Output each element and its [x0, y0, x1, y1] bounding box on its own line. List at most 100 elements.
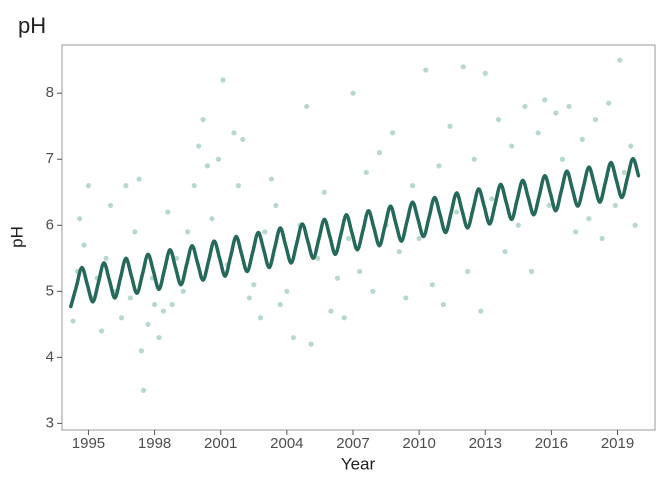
data-point — [209, 216, 215, 222]
data-point — [220, 77, 226, 83]
data-point — [160, 308, 167, 314]
data-point — [138, 348, 144, 354]
data-point — [440, 301, 446, 308]
data-point — [423, 67, 429, 73]
data-point — [290, 334, 297, 341]
data-point — [535, 130, 541, 136]
data-point — [235, 183, 241, 189]
data-point — [528, 268, 535, 275]
data-point — [542, 97, 548, 103]
data-point — [621, 169, 627, 176]
data-point — [304, 103, 310, 110]
data-point — [357, 268, 363, 275]
data-point — [471, 156, 477, 162]
data-point — [403, 295, 409, 301]
data-point — [573, 229, 579, 235]
data-point — [277, 301, 283, 308]
data-point — [509, 143, 515, 149]
plot-border — [61, 44, 656, 431]
data-point — [334, 275, 341, 281]
data-point — [390, 130, 396, 136]
data-point — [396, 249, 402, 255]
data-point — [200, 117, 206, 123]
data-point — [553, 110, 559, 116]
y-tick-label: 8 — [46, 84, 54, 101]
y-tick-label: 7 — [46, 150, 54, 167]
data-point — [156, 334, 162, 341]
data-point — [118, 315, 125, 321]
data-point — [140, 387, 147, 393]
data-point — [240, 136, 246, 143]
fitted-line — [69, 156, 641, 309]
data-point — [70, 318, 76, 324]
data-point — [136, 176, 142, 182]
data-point — [196, 143, 202, 149]
data-point — [559, 156, 566, 162]
data-point — [85, 183, 92, 189]
data-point — [180, 288, 186, 294]
data-point — [246, 295, 252, 301]
data-point — [453, 209, 460, 215]
data-point — [257, 315, 264, 321]
data-point — [436, 163, 442, 169]
data-point — [370, 288, 376, 294]
data-point — [345, 235, 352, 242]
y-tick-label: 4 — [46, 348, 54, 365]
chart-title: pH — [18, 13, 46, 38]
data-point — [215, 156, 222, 162]
data-point — [612, 202, 618, 209]
data-point — [592, 117, 599, 123]
data-point — [376, 150, 383, 156]
x-tick-label: 2001 — [204, 435, 237, 452]
data-point — [482, 70, 488, 76]
data-point — [495, 117, 502, 123]
y-tick-label: 3 — [46, 414, 54, 431]
data-point — [429, 282, 435, 288]
data-point — [409, 183, 416, 189]
data-point — [416, 235, 422, 242]
data-point — [169, 301, 175, 308]
data-point — [502, 249, 508, 255]
x-tick-label: 2019 — [601, 435, 634, 452]
data-point — [251, 282, 257, 288]
data-point — [204, 163, 211, 169]
data-point — [165, 209, 171, 215]
data-point — [185, 229, 191, 235]
data-point — [617, 57, 623, 63]
data-point — [231, 130, 237, 136]
data-point — [284, 288, 290, 294]
data-point — [315, 255, 321, 261]
data-point — [123, 183, 129, 189]
x-tick-label: 1998 — [138, 435, 171, 452]
data-point — [132, 229, 138, 235]
data-point — [489, 196, 495, 202]
data-point — [522, 103, 528, 110]
data-point — [350, 90, 356, 96]
data-point — [127, 295, 133, 301]
data-point — [151, 301, 158, 308]
data-point — [81, 242, 87, 248]
data-point — [107, 202, 114, 209]
data-point — [341, 315, 347, 321]
data-point — [465, 268, 471, 275]
data-point — [77, 216, 83, 222]
data-point — [586, 216, 592, 222]
x-tick-label: 2013 — [469, 435, 502, 452]
y-axis-label: pH — [7, 226, 26, 248]
data-point — [363, 169, 369, 176]
x-axis-label: Year — [341, 454, 376, 473]
data-point — [447, 123, 453, 129]
x-tick-label: 2016 — [535, 435, 568, 452]
data-point — [191, 183, 197, 189]
data-point — [99, 328, 105, 334]
data-point — [566, 103, 572, 110]
x-tick-label: 1995 — [72, 435, 105, 452]
data-point — [321, 189, 327, 195]
data-point — [460, 64, 466, 70]
data-point — [145, 321, 151, 327]
y-tick-label: 5 — [46, 282, 54, 299]
data-point — [579, 136, 585, 143]
data-point — [515, 222, 521, 228]
data-point — [628, 143, 634, 149]
